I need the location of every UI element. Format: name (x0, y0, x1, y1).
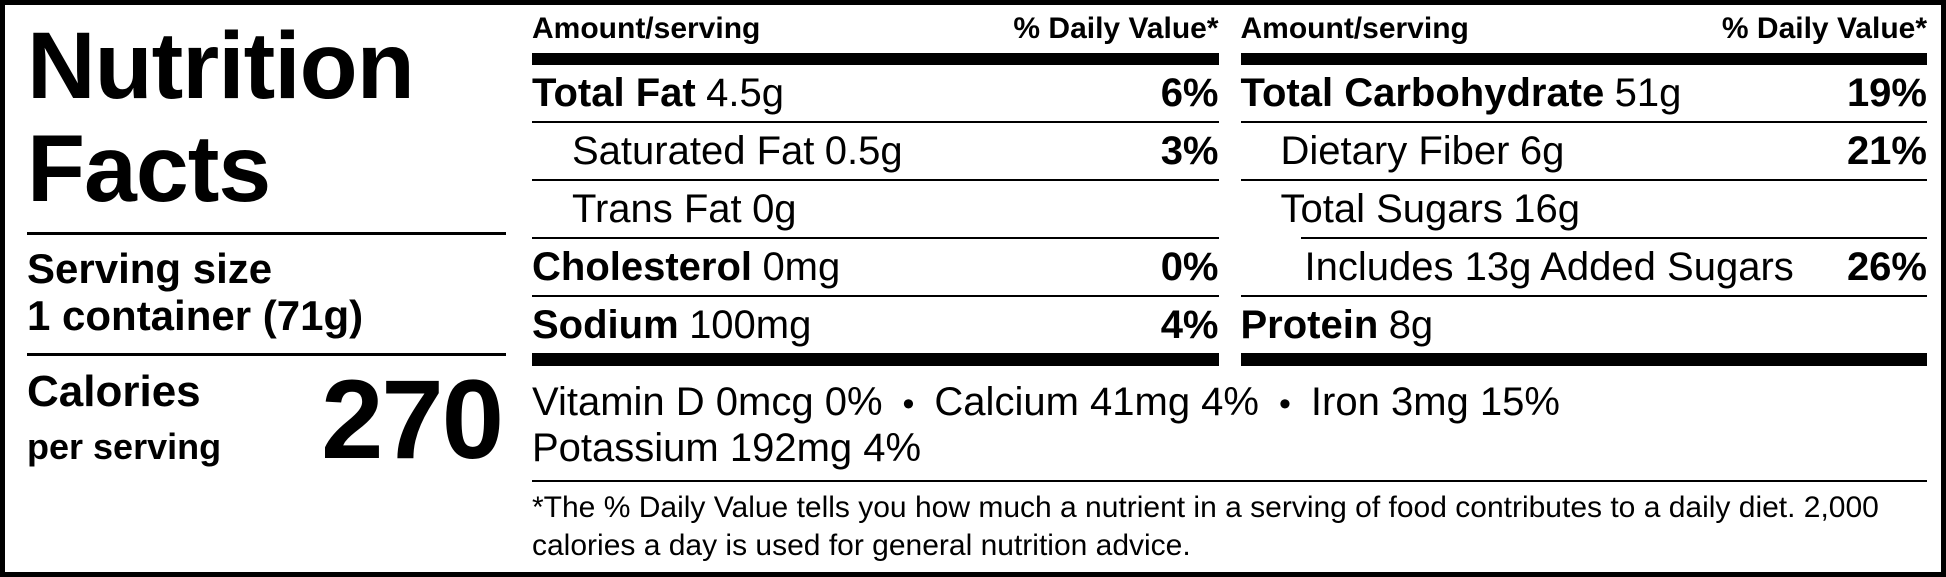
amount-serving-header: Amount/serving (532, 12, 761, 45)
thin-rule (532, 295, 1219, 297)
nutrients-region: Amount/serving % Daily Value* Total Fat 4… (532, 11, 1927, 564)
bullet-separator: • (1279, 385, 1291, 423)
thin-rule (1240, 121, 1927, 123)
thin-rule (1240, 295, 1927, 297)
nutrient-label: Protein 8g (1240, 302, 1434, 347)
bullet-separator: • (902, 385, 915, 423)
vitamin-d-value: Vitamin D 0mcg 0% (532, 380, 883, 424)
daily-value-header: % Daily Value* (1013, 12, 1219, 45)
nutrient-column-1: Amount/serving % Daily Value* Total Fat 4… (532, 11, 1219, 366)
nutrient-label: Total Fat 4.5g (532, 70, 784, 115)
nutrient-label: Includes 13g Added Sugars (1304, 244, 1794, 289)
title-line-2: Facts (27, 115, 271, 222)
row-sodium: Sodium 100mg 4% (532, 297, 1219, 353)
thin-rule (532, 479, 1927, 482)
iron-value: Iron 3mg 15% (1310, 380, 1560, 424)
divider (27, 232, 506, 236)
nutrient-label: Trans Fat 0g (572, 186, 797, 231)
serving-size-block: Serving size 1 container (71g) (27, 235, 506, 353)
calories-block: Calories per serving 270 (27, 356, 506, 483)
thick-rule (532, 53, 1219, 65)
calories-label: Calories (27, 367, 201, 417)
serving-size-label: Serving size (27, 245, 273, 293)
daily-value: 19% (1846, 70, 1927, 115)
calories-sublabel: per serving (27, 426, 222, 468)
micronutrients-section: Vitamin D 0mcg 0% • Calcium 41mg 4% • Iron 3… (532, 366, 1927, 480)
thin-rule (532, 121, 1219, 123)
daily-value: 4% (1160, 302, 1219, 347)
daily-value: 26% (1846, 244, 1927, 289)
daily-value-footnote: *The % Daily Value tells you how much a … (532, 490, 1879, 563)
left-panel: Nutrition Facts Serving size 1 container… (27, 11, 532, 564)
nutrient-label: Cholesterol 0mg (532, 244, 841, 289)
thick-rule (532, 353, 1219, 366)
thin-rule (532, 179, 1219, 181)
potassium-value: Potassium 192mg 4% (532, 426, 922, 471)
title-line-1: Nutrition (27, 13, 415, 119)
divider (27, 353, 506, 357)
row-trans-fat: Trans Fat 0g (532, 181, 1219, 237)
nutrient-label: Dietary Fiber 6g (1280, 128, 1565, 173)
column-1-header: Amount/serving % Daily Value* (532, 11, 1219, 53)
thin-rule (1240, 179, 1927, 181)
thin-rule-indented (1300, 237, 1927, 239)
daily-value: 3% (1160, 128, 1219, 173)
daily-value: 6% (1160, 70, 1219, 115)
daily-value: 21% (1846, 128, 1927, 173)
nutrient-label: Total Carbohydrate 51g (1240, 70, 1682, 115)
row-dietary-fiber: Dietary Fiber 6g 21% (1241, 123, 1928, 179)
row-cholesterol: Cholesterol 0mg 0% (532, 239, 1219, 295)
nutrient-label: Saturated Fat 0.5g (572, 128, 903, 173)
nutrient-label: Total Sugars 16g (1280, 186, 1580, 231)
nutrient-columns: Amount/serving % Daily Value* Total Fat 4… (532, 11, 1927, 366)
row-total-sugars: Total Sugars 16g (1241, 181, 1928, 237)
amount-serving-header: Amount/serving (1240, 12, 1469, 45)
nutrient-column-2: Amount/serving % Daily Value* Total Carb… (1240, 11, 1928, 366)
row-total-fat: Total Fat 4.5g 6% (532, 65, 1219, 121)
thick-rule (1240, 353, 1927, 366)
micronutrients-line-2: Potassium 192mg 4% (532, 425, 1927, 471)
daily-value: 0% (1160, 244, 1219, 289)
thick-rule (1240, 53, 1927, 65)
daily-value-header: % Daily Value* (1721, 12, 1927, 45)
row-saturated-fat: Saturated Fat 0.5g 3% (532, 123, 1219, 179)
calcium-value: Calcium 41mg 4% (934, 380, 1259, 424)
row-protein: Protein 8g (1241, 297, 1928, 353)
thin-rule (532, 237, 1219, 239)
row-total-carbohydrate: Total Carbohydrate 51g 19% (1241, 65, 1928, 121)
calories-labels: Calories per serving (27, 370, 221, 468)
calories-value: 270 (321, 357, 504, 483)
column-2-header: Amount/serving % Daily Value* (1241, 11, 1928, 53)
nutrient-label: Sodium 100mg (532, 302, 812, 347)
serving-size-value: 1 container (71g) (27, 292, 364, 340)
micronutrients-line-1: Vitamin D 0mcg 0% • Calcium 41mg 4% • Iron 3… (532, 379, 1927, 425)
label-title: Nutrition Facts (27, 15, 506, 220)
row-added-sugars: Includes 13g Added Sugars 26% (1241, 239, 1928, 295)
